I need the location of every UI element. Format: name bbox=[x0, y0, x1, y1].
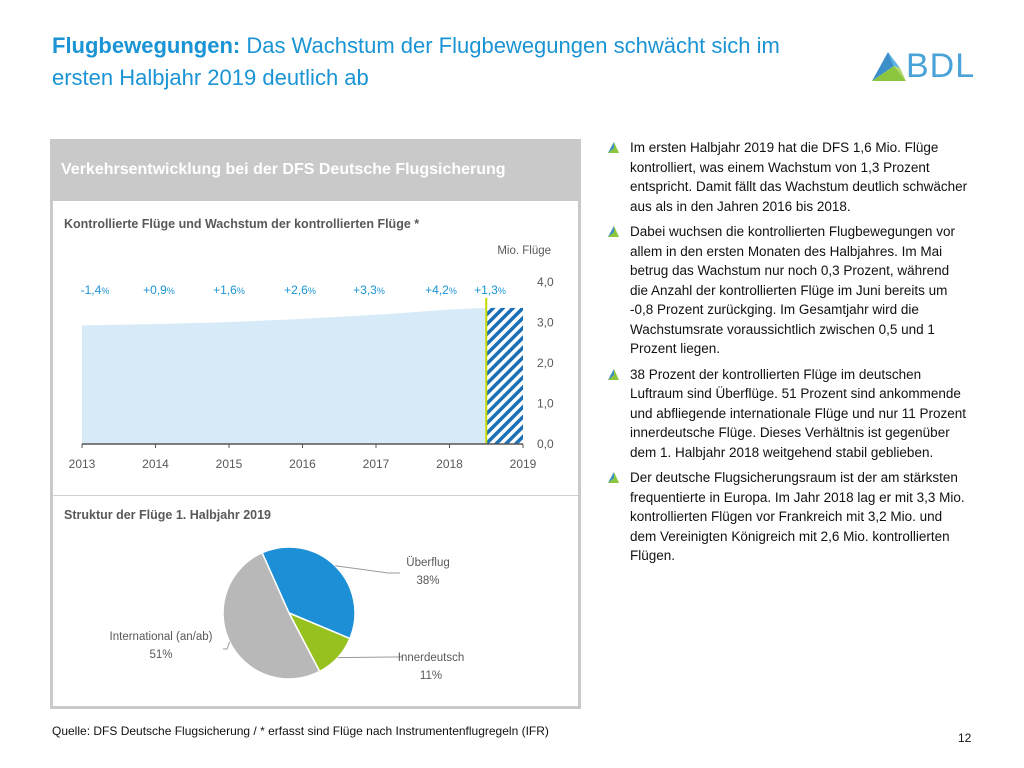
page-number: 12 bbox=[958, 731, 972, 745]
growth-label: +1,6% bbox=[213, 283, 245, 297]
bullet-text: 38 Prozent der kontrollierten Flüge im d… bbox=[630, 366, 966, 460]
hatched-2019-segment bbox=[486, 307, 523, 444]
source-note: Quelle: DFS Deutsche Flugsicherung / * e… bbox=[52, 724, 549, 738]
bullet-icon bbox=[608, 472, 619, 483]
y-tick-label: 4,0 bbox=[537, 275, 554, 289]
growth-label: +0,9% bbox=[143, 283, 175, 297]
pie-leader-line bbox=[223, 641, 231, 650]
bullet-text: Dabei wuchsen die kontrollierten Flugbew… bbox=[630, 224, 955, 356]
x-tick-label: 2015 bbox=[216, 457, 243, 471]
page-title-bold: Flugbewegungen: bbox=[52, 33, 241, 58]
logo-text: BDL bbox=[906, 47, 976, 85]
bullet-icon bbox=[608, 142, 619, 153]
pie-leader-line bbox=[335, 565, 400, 574]
y-tick-label: 3,0 bbox=[537, 316, 554, 330]
pie-leader-line bbox=[337, 656, 403, 659]
area-series bbox=[82, 307, 487, 444]
bullet-icon bbox=[608, 368, 619, 380]
y-tick-label: 2,0 bbox=[537, 356, 554, 370]
x-tick-label: 2013 bbox=[69, 457, 96, 471]
bullet-list: Im ersten Halbjahr 2019 hat die DFS 1,6 … bbox=[608, 138, 968, 572]
pie-label-name: Überflug bbox=[406, 557, 449, 569]
growth-label: -1,4% bbox=[81, 283, 110, 297]
y-tick-label: 1,0 bbox=[537, 397, 554, 411]
page-title-line2: ersten Halbjahr 2019 deutlich ab bbox=[52, 65, 369, 90]
growth-label: +2,6% bbox=[284, 283, 316, 297]
pie-chart: Überflug 38% Innerdeutsch 11% International … bbox=[110, 546, 465, 682]
bullet-item: Im ersten Halbjahr 2019 hat die DFS 1,6 … bbox=[608, 138, 968, 216]
growth-label: +4,2% bbox=[425, 283, 457, 297]
x-tick-label: 2016 bbox=[289, 457, 316, 471]
y-tick-label: 0,0 bbox=[537, 437, 554, 451]
page-title: Flugbewegungen: Das Wachstum der Flugbew… bbox=[52, 30, 842, 94]
y-axis-label: Mio. Flüge bbox=[497, 245, 551, 257]
bullet-text: Der deutsche Flugsicherungsraum ist der … bbox=[630, 470, 965, 563]
divider bbox=[53, 495, 578, 496]
x-tick-label: 2019 bbox=[510, 457, 537, 471]
bullet-text: Im ersten Halbjahr 2019 hat die DFS 1,6 … bbox=[630, 140, 968, 214]
bdl-logo-icon bbox=[872, 52, 906, 81]
bullet-item: Dabei wuchsen die kontrollierten Flugbew… bbox=[608, 222, 968, 359]
growth-label: +1,3% bbox=[474, 283, 506, 297]
growth-label: +3,3% bbox=[353, 283, 385, 297]
x-tick-label: 2018 bbox=[436, 457, 463, 471]
pie-label-name: International (an/ab) bbox=[110, 631, 213, 643]
pie-chart-title: Struktur der Flüge 1. Halbjahr 2019 bbox=[64, 508, 272, 522]
chart-panel: Verkehrsentwicklung bei der DFS Deutsche… bbox=[50, 139, 581, 709]
page-title-line1: Das Wachstum der Flugbewegungen schwächt… bbox=[240, 33, 780, 58]
bullet-item: Der deutsche Flugsicherungsraum ist der … bbox=[608, 468, 968, 566]
pie-label-value: 11% bbox=[420, 670, 442, 682]
pie-label-value: 38% bbox=[416, 575, 439, 587]
bullet-item: 38 Prozent der kontrollierten Flüge im d… bbox=[608, 365, 968, 463]
pie-label-name: Innerdeutsch bbox=[398, 652, 465, 664]
panel-body: Kontrollierte Flüge und Wachstum der kon… bbox=[53, 201, 578, 706]
area-chart-title: Kontrollierte Flüge und Wachstum der kon… bbox=[64, 217, 420, 231]
area-chart: 2013 2014 2015 2016 2017 2018 2019 Mio. Flüge 0,… bbox=[69, 245, 554, 471]
x-tick-label: 2014 bbox=[142, 457, 169, 471]
bullet-icon bbox=[608, 226, 619, 237]
x-tick-label: 2017 bbox=[363, 457, 390, 471]
pie-label-value: 51% bbox=[149, 649, 172, 661]
panel-heading: Verkehrsentwicklung bei der DFS Deutsche… bbox=[61, 161, 506, 178]
